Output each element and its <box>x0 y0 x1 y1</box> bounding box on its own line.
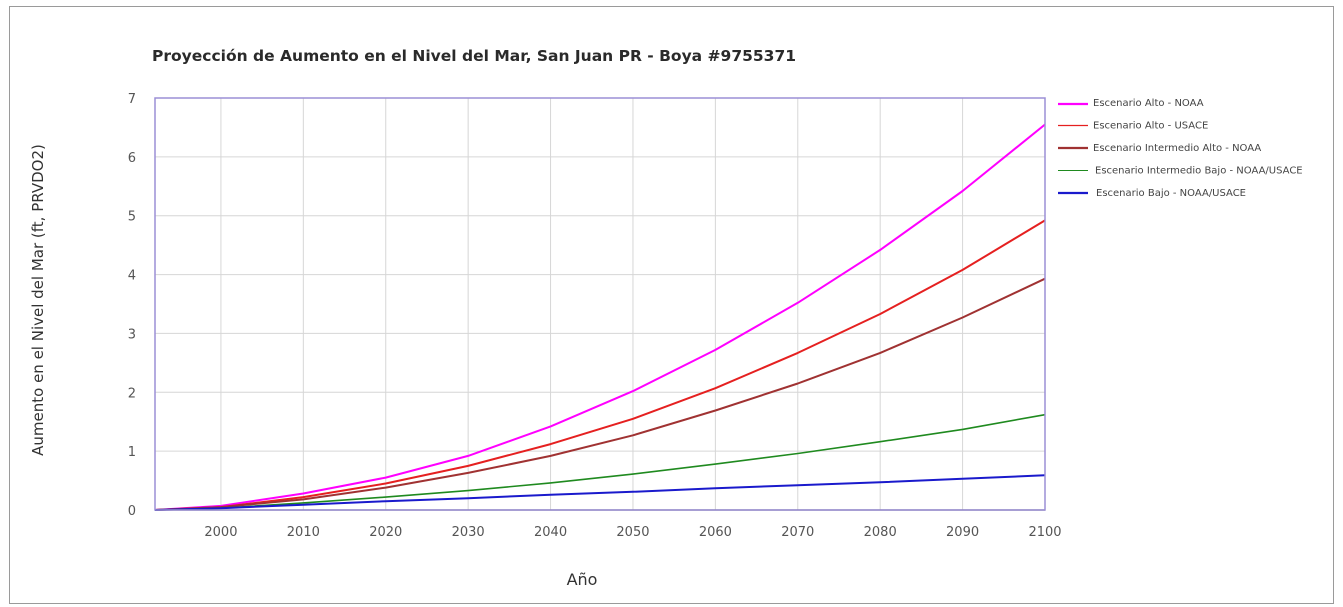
series-line-3 <box>154 277 1046 511</box>
grid <box>155 97 1046 511</box>
series-line-1 <box>154 123 1046 511</box>
plot-border <box>154 97 1046 511</box>
legend-label: Escenario Bajo - NOAA/USACE <box>1096 188 1246 199</box>
y-axis-label: Aumento en el Nivel del Mar (ft, PRVDO2) <box>29 144 47 456</box>
y-tick-label: 1 <box>128 445 136 460</box>
x-tick-label: 2020 <box>369 525 402 540</box>
y-tick-label: 3 <box>128 327 136 342</box>
y-tick-label: 0 <box>128 504 136 519</box>
x-tick-label: 2040 <box>534 525 567 540</box>
x-tick-label: 2080 <box>864 525 897 540</box>
x-axis-label: Año <box>567 570 598 589</box>
legend-label: Escenario Alto - NOAA <box>1093 98 1204 109</box>
chart-title: Proyección de Aumento en el Nivel del Ma… <box>152 47 796 65</box>
legend-label: Escenario Alto - USACE <box>1093 121 1208 132</box>
series-line-5 <box>154 474 1046 511</box>
x-tick-label: 2090 <box>946 525 979 540</box>
legend: Escenario Alto - NOAA Escenario Alto - US… <box>1058 98 1303 199</box>
y-tick-label: 6 <box>128 151 136 166</box>
axis-ticks: 0 1 2 3 4 5 6 7 2000 2010 2020 2030 2040 2050 2060 2070… <box>128 92 1062 540</box>
x-tick-label: 2060 <box>699 525 732 540</box>
y-tick-label: 7 <box>128 92 136 107</box>
y-tick-label: 5 <box>128 210 136 225</box>
x-tick-label: 2050 <box>616 525 649 540</box>
y-tick-label: 4 <box>128 269 136 284</box>
series-line-2 <box>154 219 1046 511</box>
x-tick-label: 2070 <box>781 525 814 540</box>
legend-label: Escenario Intermedio Alto - NOAA <box>1093 143 1261 154</box>
x-tick-label: 2010 <box>287 525 320 540</box>
x-tick-label: 2030 <box>452 525 485 540</box>
legend-label: Escenario Intermedio Bajo - NOAA/USACE <box>1095 166 1303 177</box>
y-tick-label: 2 <box>128 386 136 401</box>
series-line-4 <box>154 413 1046 511</box>
x-tick-label: 2000 <box>204 525 237 540</box>
series-lines <box>154 123 1046 511</box>
x-tick-label: 2100 <box>1028 525 1061 540</box>
